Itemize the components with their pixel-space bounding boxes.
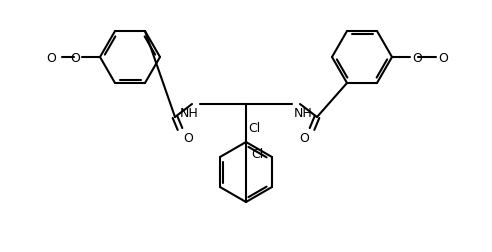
Text: O: O [183,132,193,144]
Text: O: O [299,132,309,144]
Text: NH: NH [294,107,313,119]
Text: O: O [46,51,56,64]
Text: Cl: Cl [248,121,260,135]
Text: O: O [438,51,448,64]
Text: O: O [412,51,422,64]
Text: O: O [70,51,80,64]
Text: NH: NH [179,107,198,119]
Text: Cl: Cl [252,148,264,161]
